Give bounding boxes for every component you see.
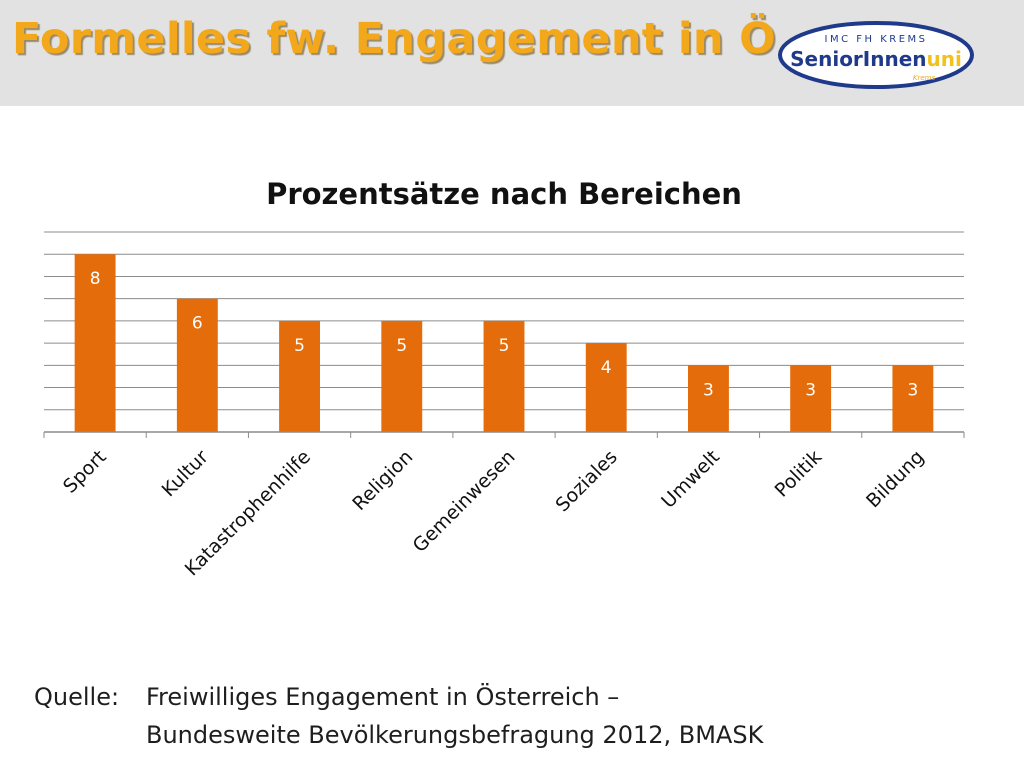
x-tick-label: Politik bbox=[771, 446, 827, 502]
data-label: 5 bbox=[294, 336, 305, 356]
logo: IMC FH KREMS SeniorInnenuni Krems bbox=[778, 21, 974, 89]
bar-katastrophenhilfe bbox=[279, 320, 320, 432]
data-label: 3 bbox=[907, 380, 918, 400]
x-tick-label: Gemeinwesen bbox=[409, 446, 520, 557]
chart-title: Prozentsätze nach Bereichen bbox=[266, 177, 742, 211]
data-label: 5 bbox=[396, 336, 407, 356]
bars bbox=[74, 254, 934, 432]
bar-sport bbox=[74, 254, 116, 432]
x-axis bbox=[43, 431, 965, 438]
data-label: 6 bbox=[192, 314, 203, 334]
x-tick-label: Sport bbox=[59, 446, 111, 498]
x-tick-label: Kultur bbox=[158, 446, 213, 501]
data-label: 8 bbox=[90, 269, 101, 289]
bar-gemeinwesen bbox=[483, 320, 525, 432]
logo-top-text: IMC FH KREMS bbox=[825, 34, 928, 45]
data-label: 3 bbox=[703, 380, 714, 400]
data-labels: 8 6 5 5 5 4 3 3 3 bbox=[90, 269, 919, 400]
bar-kultur bbox=[176, 298, 218, 432]
source-text: Freiwilliges Engagement in Österreich – … bbox=[146, 678, 763, 754]
bar-chart: Prozentsätze nach Bereichen 8 6 5 5 5 4 3 3 3 Sp… bbox=[43, 177, 965, 581]
logo-tagline: Krems bbox=[913, 74, 936, 82]
source-label: Quelle: bbox=[34, 683, 120, 711]
slide-title: Formelles fw. Engagement in Ö bbox=[12, 14, 776, 64]
x-tick-label: Bildung bbox=[862, 446, 928, 512]
logo-name-part2: uni bbox=[927, 47, 962, 71]
data-label: 3 bbox=[805, 380, 816, 400]
logo-name-part1: SeniorInnen bbox=[790, 47, 926, 71]
svg-text:SeniorInnenuni: SeniorInnenuni bbox=[790, 47, 962, 71]
data-label: 5 bbox=[499, 336, 510, 356]
x-tick-label: Religion bbox=[348, 446, 417, 515]
bar-bildung bbox=[892, 365, 934, 432]
bar-umwelt bbox=[688, 365, 729, 432]
x-tick-label: Soziales bbox=[551, 446, 621, 516]
data-label: 4 bbox=[601, 358, 612, 378]
bar-politik bbox=[790, 365, 832, 432]
source-line-1: Freiwilliges Engagement in Österreich – bbox=[146, 683, 620, 711]
source-line-2: Bundesweite Bevölkerungsbefragung 2012, … bbox=[146, 721, 764, 749]
bar-religion bbox=[381, 320, 423, 432]
x-tick-label: Umwelt bbox=[657, 446, 724, 513]
bar-soziales bbox=[585, 343, 627, 432]
